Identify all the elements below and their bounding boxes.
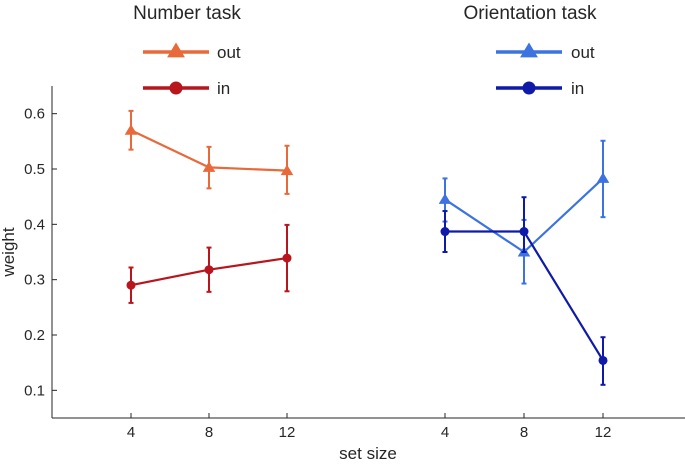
panel-title-number: Number task [133, 3, 241, 24]
series-in-panel-1 [126, 223, 292, 304]
x-tick-label: 8 [520, 424, 528, 441]
legend-entry-in: in [143, 79, 230, 98]
legend-marker-triangle [167, 42, 185, 58]
data-point-circle [282, 253, 292, 263]
legend-label: out [217, 43, 241, 62]
series-in-panel-2 [440, 196, 608, 386]
y-axis-label: weight [0, 227, 18, 277]
legend-marker-circle [522, 81, 536, 95]
x-axis-label: set size [339, 444, 397, 463]
data-point-circle [519, 227, 529, 237]
plot-series [124, 109, 610, 386]
axes-frame [51, 86, 685, 419]
data-point-triangle [124, 124, 138, 135]
y-tick-label: 0.3 [24, 272, 45, 289]
series-out-panel-1 [124, 109, 294, 195]
legend-entry-in: in [496, 79, 584, 98]
legend-label: out [571, 43, 595, 62]
y-tick-label: 0.4 [24, 216, 45, 233]
panel-title-orientation: Orientation task [463, 3, 597, 24]
data-point-circle [440, 227, 450, 237]
x-tick-label: 4 [441, 424, 449, 441]
x-ticks: 4 8 12 4 8 12 [127, 413, 612, 441]
y-tick-label: 0.2 [24, 327, 45, 344]
x-tick-label: 8 [205, 424, 213, 441]
data-point-circle [598, 355, 608, 365]
data-point-triangle [202, 161, 216, 172]
y-tick-label: 0.6 [24, 106, 45, 123]
legend-label: in [217, 79, 230, 98]
legend-entry-out: out [496, 42, 595, 62]
y-tick-label: 0.1 [24, 382, 45, 399]
y-tick-label: 0.5 [24, 161, 45, 178]
x-tick-label: 12 [595, 424, 612, 441]
legends: out in out in [143, 42, 595, 98]
data-point-circle [204, 265, 214, 275]
data-point-triangle [596, 172, 610, 183]
legend-label: in [571, 79, 584, 98]
legend-marker-circle [169, 81, 183, 95]
x-tick-label: 4 [127, 424, 135, 441]
x-tick-label: 12 [279, 424, 296, 441]
legend-entry-out: out [143, 42, 241, 62]
y-ticks: 0.1 0.2 0.3 0.4 0.5 0.6 [24, 106, 57, 399]
data-point-circle [126, 280, 136, 290]
data-point-triangle [438, 193, 452, 204]
legend-marker-triangle [520, 42, 538, 58]
data-point-triangle [280, 164, 294, 176]
